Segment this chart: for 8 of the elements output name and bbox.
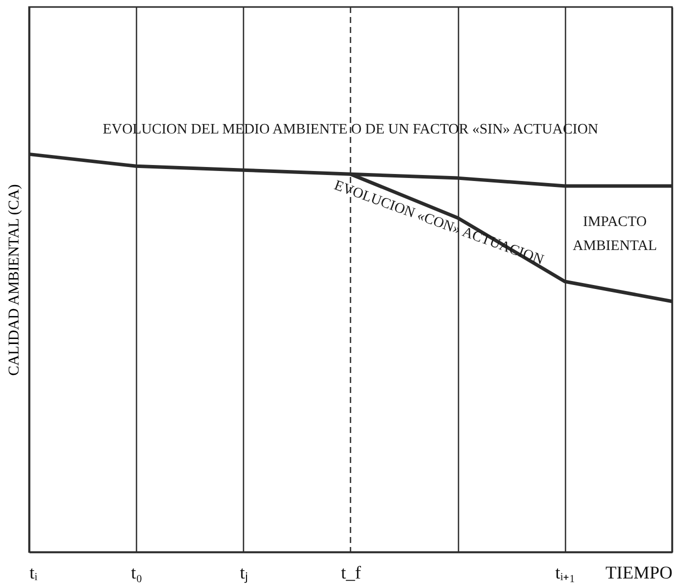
x-tick-label: tⱼ — [240, 562, 248, 584]
x-tick-label: tᵢ — [30, 562, 38, 582]
x-tick-label: t_f — [341, 562, 361, 582]
x-tick-label: t₀ — [131, 562, 142, 582]
x-tick-label: TIEMPO — [606, 562, 672, 582]
annotation: IMPACTO AMBIENTAL — [572, 214, 657, 254]
y-axis-title: CALIDAD AMBIENTAL (CA) — [6, 184, 22, 376]
x-tick-label: tᵢ₊₁ — [555, 562, 576, 582]
